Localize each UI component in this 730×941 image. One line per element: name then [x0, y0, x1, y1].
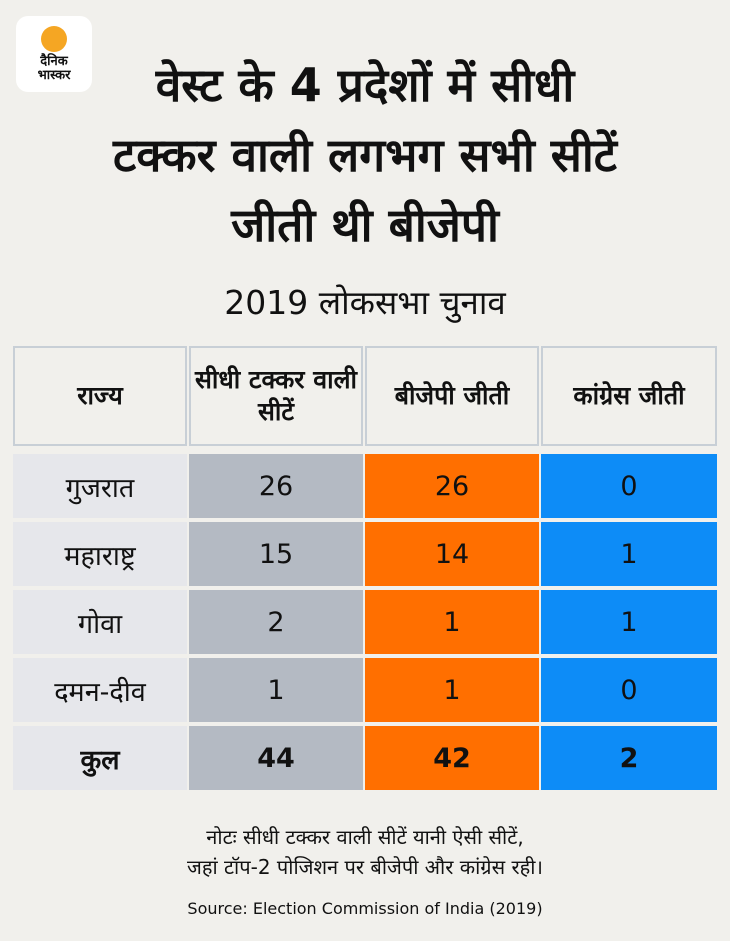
table-cell-state: गोवा	[13, 590, 187, 654]
footnote-line: नोटः सीधी टक्कर वाली सीटें यानी ऐसी सीटे…	[206, 825, 524, 849]
table-cell-direct: 26	[189, 454, 363, 518]
table-cell-bjp: 1	[365, 658, 539, 722]
table-cell-bjp: 14	[365, 522, 539, 586]
headline: वेस्ट के 4 प्रदेशों में सीधी टक्कर वाली …	[0, 50, 730, 260]
total-cell-congress: 2	[541, 726, 717, 790]
brand-name-line2: भास्कर	[37, 67, 71, 83]
brand-name-line1: दैनिक	[40, 53, 68, 69]
table-cell-bjp: 1	[365, 590, 539, 654]
footnote-line: जहां टॉप-2 पोजिशन पर बीजेपी और कांग्रेस …	[186, 855, 544, 879]
table-cell-direct: 2	[189, 590, 363, 654]
column-header-direct-contest: सीधी टक्कर वाली सीटें	[189, 346, 363, 446]
results-table: राज्य सीधी टक्कर वाली सीटें बीजेपी जीती …	[13, 346, 717, 794]
table-cell-congress: 1	[541, 590, 717, 654]
table-cell-direct: 15	[189, 522, 363, 586]
table-cell-bjp: 26	[365, 454, 539, 518]
headline-line: टक्कर वाली लगभग सभी सीटें	[113, 128, 617, 182]
column-header-state: राज्य	[13, 346, 187, 446]
sun-icon	[41, 25, 67, 52]
total-cell-bjp: 42	[365, 726, 539, 790]
total-cell-label: कुल	[13, 726, 187, 790]
table-cell-state: गुजरात	[13, 454, 187, 518]
footnote: नोटः सीधी टक्कर वाली सीटें यानी ऐसी सीटे…	[0, 822, 730, 882]
column-header-congress-won: कांग्रेस जीती	[541, 346, 717, 446]
table-cell-congress: 1	[541, 522, 717, 586]
table-cell-congress: 0	[541, 658, 717, 722]
table-cell-state: महाराष्ट्र	[13, 522, 187, 586]
headline-line: वेस्ट के 4 प्रदेशों में सीधी	[155, 58, 575, 112]
column-header-bjp-won: बीजेपी जीती	[365, 346, 539, 446]
chart-subtitle: 2019 लोकसभा चुनाव	[224, 283, 506, 322]
table-cell-direct: 1	[189, 658, 363, 722]
source-credit: Source: Election Commission of India (20…	[187, 899, 543, 918]
total-cell-direct: 44	[189, 726, 363, 790]
table-cell-congress: 0	[541, 454, 717, 518]
brand-logo: दैनिक भास्कर	[16, 16, 92, 92]
headline-line: जीती थी बीजेपी	[231, 198, 499, 252]
table-cell-state: दमन-दीव	[13, 658, 187, 722]
